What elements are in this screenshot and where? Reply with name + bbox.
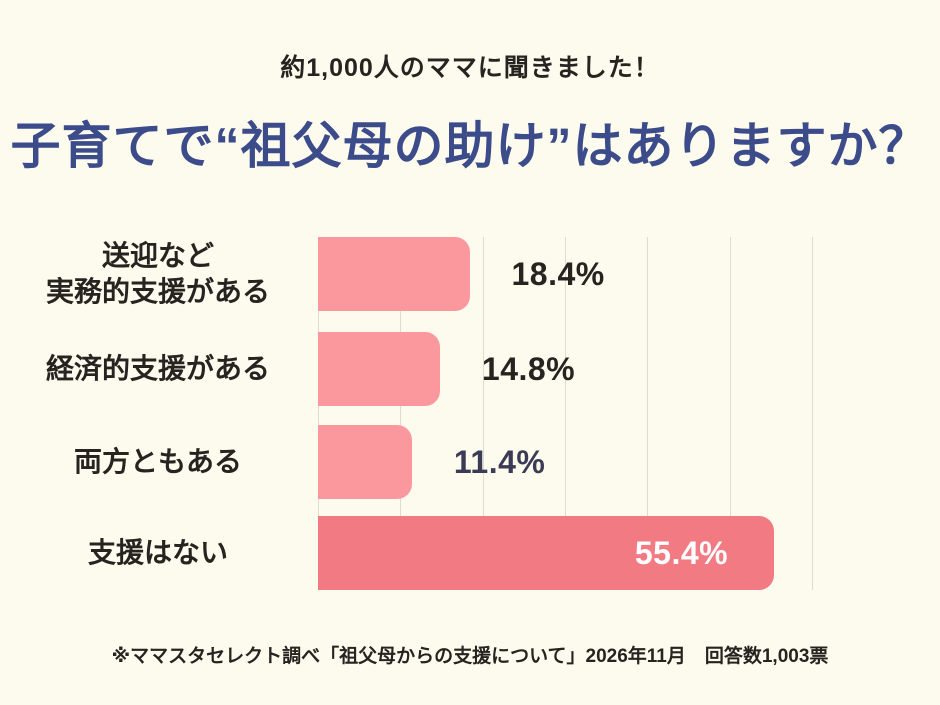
gridline [729, 237, 731, 590]
bar-chart: 送迎など 実務的支援がある 18.4% 経済的支援がある 14.8% 両方ともある 11.4… [0, 237, 940, 590]
gridline [318, 237, 319, 590]
category-label: 両方ともある [73, 446, 242, 478]
gridline [812, 237, 813, 590]
chart-subtitle: 約1,000人のママに聞きました！ [280, 54, 660, 82]
bar-segment [318, 332, 440, 406]
category-label: 経済的支援がある [45, 353, 270, 385]
category-label: 送迎など 実務的支援がある [45, 240, 270, 307]
page-title: 子育てで“祖父母の助け”はありますか？ [10, 118, 930, 174]
gridline [565, 237, 566, 590]
bar-segment [318, 425, 412, 499]
value-label: 14.8% [481, 350, 576, 387]
value-label: 18.4% [511, 255, 605, 292]
footer-source-note: ※ママスタセレクト調べ「祖父母からの支援について」2026年11月 回答数1,0… [111, 646, 829, 667]
value-label: 11.4% [453, 443, 546, 480]
value-label: 55.4% [634, 534, 729, 571]
plot-area [318, 237, 813, 590]
bar-segment [318, 237, 470, 311]
category-label: 支援はない [87, 537, 228, 569]
gridline [647, 237, 649, 590]
gridline [482, 237, 484, 590]
gridline [400, 237, 402, 590]
bar-segment: 55.4% [318, 516, 775, 590]
